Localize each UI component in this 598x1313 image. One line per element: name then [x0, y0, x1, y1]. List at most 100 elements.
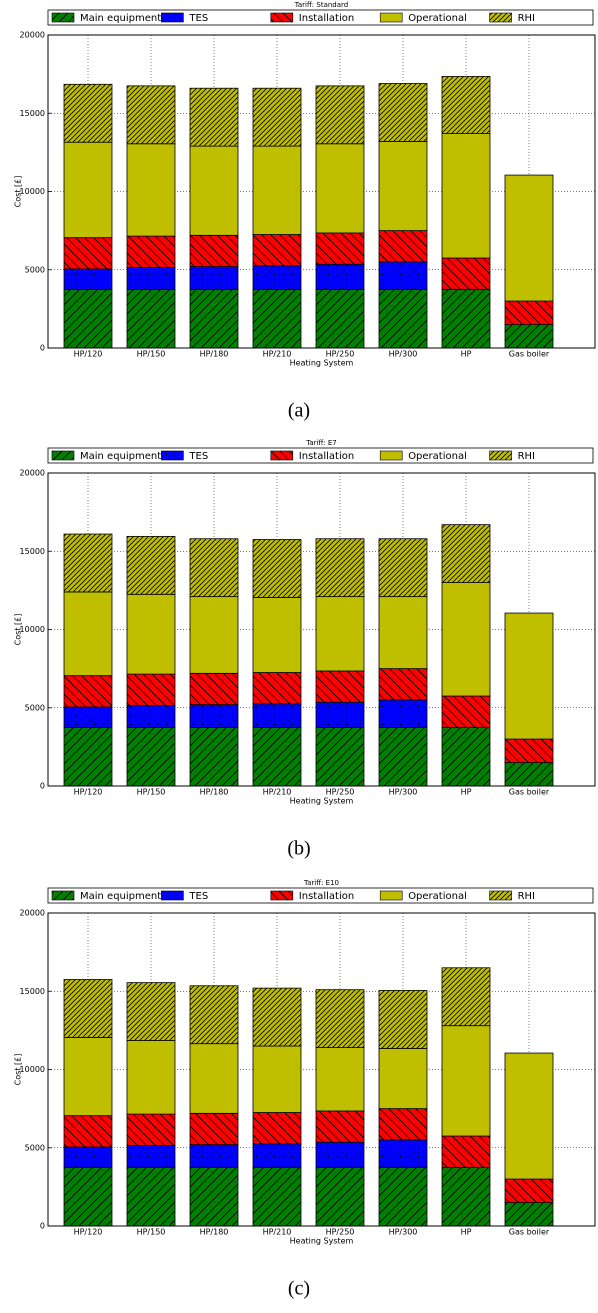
legend-label: Operational — [408, 451, 467, 462]
bar-segment — [252, 597, 302, 673]
bar-segment — [378, 261, 428, 290]
x-axis-label: Heating System — [290, 797, 354, 806]
legend-label: Operational — [408, 891, 467, 902]
y-tick-label: 15000 — [20, 987, 45, 996]
x-tick-label: HP/250 — [326, 788, 355, 797]
bar-segment — [126, 235, 176, 268]
x-tick-label: HP/120 — [74, 788, 103, 797]
y-axis-label: Cost [£] — [14, 1054, 23, 1086]
bar-segment — [315, 1141, 365, 1168]
legend-label: RHI — [518, 891, 535, 902]
legend-swatch — [51, 890, 75, 901]
y-tick-label: 10000 — [20, 625, 45, 634]
bar-segment — [189, 985, 239, 1045]
bar-segment — [504, 324, 554, 349]
x-axis-label: Heating System — [290, 359, 354, 368]
bar-segment — [252, 672, 302, 705]
x-tick-label: HP/300 — [389, 1228, 418, 1237]
bar-segment — [441, 1025, 491, 1137]
x-tick-label: Gas boiler — [509, 1228, 550, 1237]
bar-segment — [504, 762, 554, 787]
y-tick-label: 0 — [40, 344, 45, 353]
legend-swatch — [161, 890, 184, 901]
legend-swatch — [489, 890, 512, 901]
bar-segment — [441, 582, 491, 697]
bar-segment — [441, 257, 491, 290]
x-tick-label: HP/180 — [200, 1228, 229, 1237]
bar-segment — [63, 706, 113, 728]
chart-title: Tariff: Standard — [294, 1, 348, 9]
y-tick-label: 15000 — [20, 547, 45, 556]
y-tick-label: 5000 — [25, 1143, 45, 1152]
axes-frame — [47, 472, 596, 787]
bar-segment — [441, 133, 491, 259]
y-tick-label: 10000 — [20, 1065, 45, 1074]
bar-segment — [252, 539, 302, 598]
bar-segment — [441, 1166, 491, 1227]
bar-segment — [63, 268, 113, 290]
legend-box — [47, 887, 594, 904]
bar-segment — [378, 230, 428, 263]
bar-segment — [252, 1143, 302, 1168]
bar-segment — [252, 265, 302, 290]
bar-segment — [252, 703, 302, 728]
x-tick-label: HP/210 — [263, 350, 292, 359]
y-tick-label: 5000 — [25, 265, 45, 274]
legend-swatch — [51, 450, 75, 461]
bar-segment — [378, 1108, 428, 1141]
bar-segment — [378, 83, 428, 142]
y-tick-label: 0 — [40, 1222, 45, 1231]
bar-segment — [378, 1047, 428, 1110]
bar-segment — [63, 1037, 113, 1117]
legend-label: Installation — [299, 891, 354, 902]
bar-segment — [189, 538, 239, 598]
bar-segment — [441, 76, 491, 134]
bar-segment — [63, 591, 113, 677]
bar-segment — [315, 726, 365, 787]
legend-label: Installation — [299, 451, 354, 462]
bar-segment — [315, 85, 365, 145]
bar-segment — [441, 967, 491, 1027]
bar-segment — [378, 699, 428, 728]
legend-label: Main equipment — [80, 891, 161, 902]
bar-segment — [378, 141, 428, 232]
bar-segment — [252, 1045, 302, 1113]
axes-frame — [47, 34, 596, 349]
bar-segment — [378, 596, 428, 670]
bar-segment — [252, 288, 302, 349]
bar-segment — [504, 174, 554, 302]
x-tick-label: HP/150 — [137, 788, 166, 797]
y-tick-label: 10000 — [20, 187, 45, 196]
x-tick-label: HP/210 — [263, 788, 292, 797]
bar-segment — [126, 288, 176, 349]
bar-segment — [504, 738, 554, 763]
bar-segment — [126, 726, 176, 787]
legend-label: RHI — [518, 451, 535, 462]
x-tick-label: HP/300 — [389, 788, 418, 797]
caption: (c) — [288, 1278, 310, 1300]
legend-swatch — [161, 12, 184, 23]
bar-segment — [63, 726, 113, 787]
bar-segment — [441, 288, 491, 349]
x-tick-label: HP/180 — [200, 350, 229, 359]
x-tick-label: HP/150 — [137, 1228, 166, 1237]
bar-segment — [504, 300, 554, 325]
legend-box — [47, 447, 594, 464]
bar-segment — [126, 1166, 176, 1227]
x-tick-label: HP/250 — [326, 350, 355, 359]
bar-segment — [189, 234, 239, 268]
bar-segment — [189, 266, 239, 290]
x-axis-label: Heating System — [290, 1237, 354, 1246]
y-tick-label: 20000 — [20, 909, 45, 918]
x-tick-label: HP — [461, 1228, 472, 1237]
bar-segment — [504, 1052, 554, 1180]
bar-segment — [315, 1166, 365, 1227]
legend-swatch — [379, 12, 403, 23]
y-tick-label: 20000 — [20, 31, 45, 40]
bar-segment — [189, 145, 239, 236]
bar-segment — [378, 1166, 428, 1227]
bar-segment — [126, 1113, 176, 1146]
y-tick-label: 0 — [40, 782, 45, 791]
